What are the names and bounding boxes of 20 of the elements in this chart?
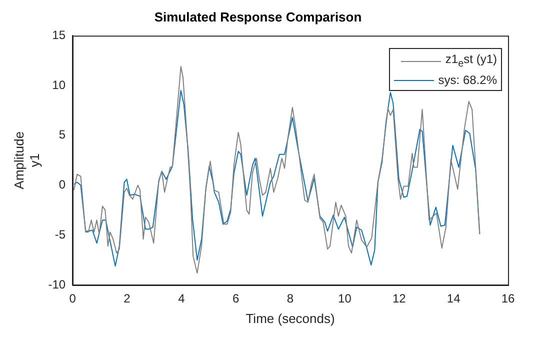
y-tick-label: 0 <box>58 178 66 192</box>
y-tick-label: 5 <box>58 128 66 142</box>
x-tick-label: 6 <box>232 292 240 306</box>
x-tick-label: 2 <box>124 292 131 306</box>
y-tick-label: -5 <box>54 227 66 242</box>
x-tick-label: 12 <box>392 292 406 306</box>
x-tick-label: 14 <box>446 292 461 306</box>
legend-label: z1$_{e}$st (y1) <box>445 51 497 72</box>
x-tick-label: 10 <box>338 292 352 306</box>
chart-title: Simulated Response Comparison <box>154 9 362 24</box>
x-tick-label: 16 <box>501 292 515 306</box>
y-tick-label: 10 <box>52 78 66 92</box>
x-axis-title: Time (seconds) <box>246 310 335 326</box>
x-tick-label: 4 <box>178 292 186 306</box>
x-tick-label: 0 <box>69 292 76 306</box>
legend-label: sys: 68.2% <box>438 72 497 88</box>
x-tick-label: 8 <box>286 292 294 306</box>
y-tick-label: 15 <box>52 28 66 42</box>
y-axis-title: Amplitude y1 <box>11 131 42 190</box>
y-tick-label: -10 <box>48 277 66 292</box>
